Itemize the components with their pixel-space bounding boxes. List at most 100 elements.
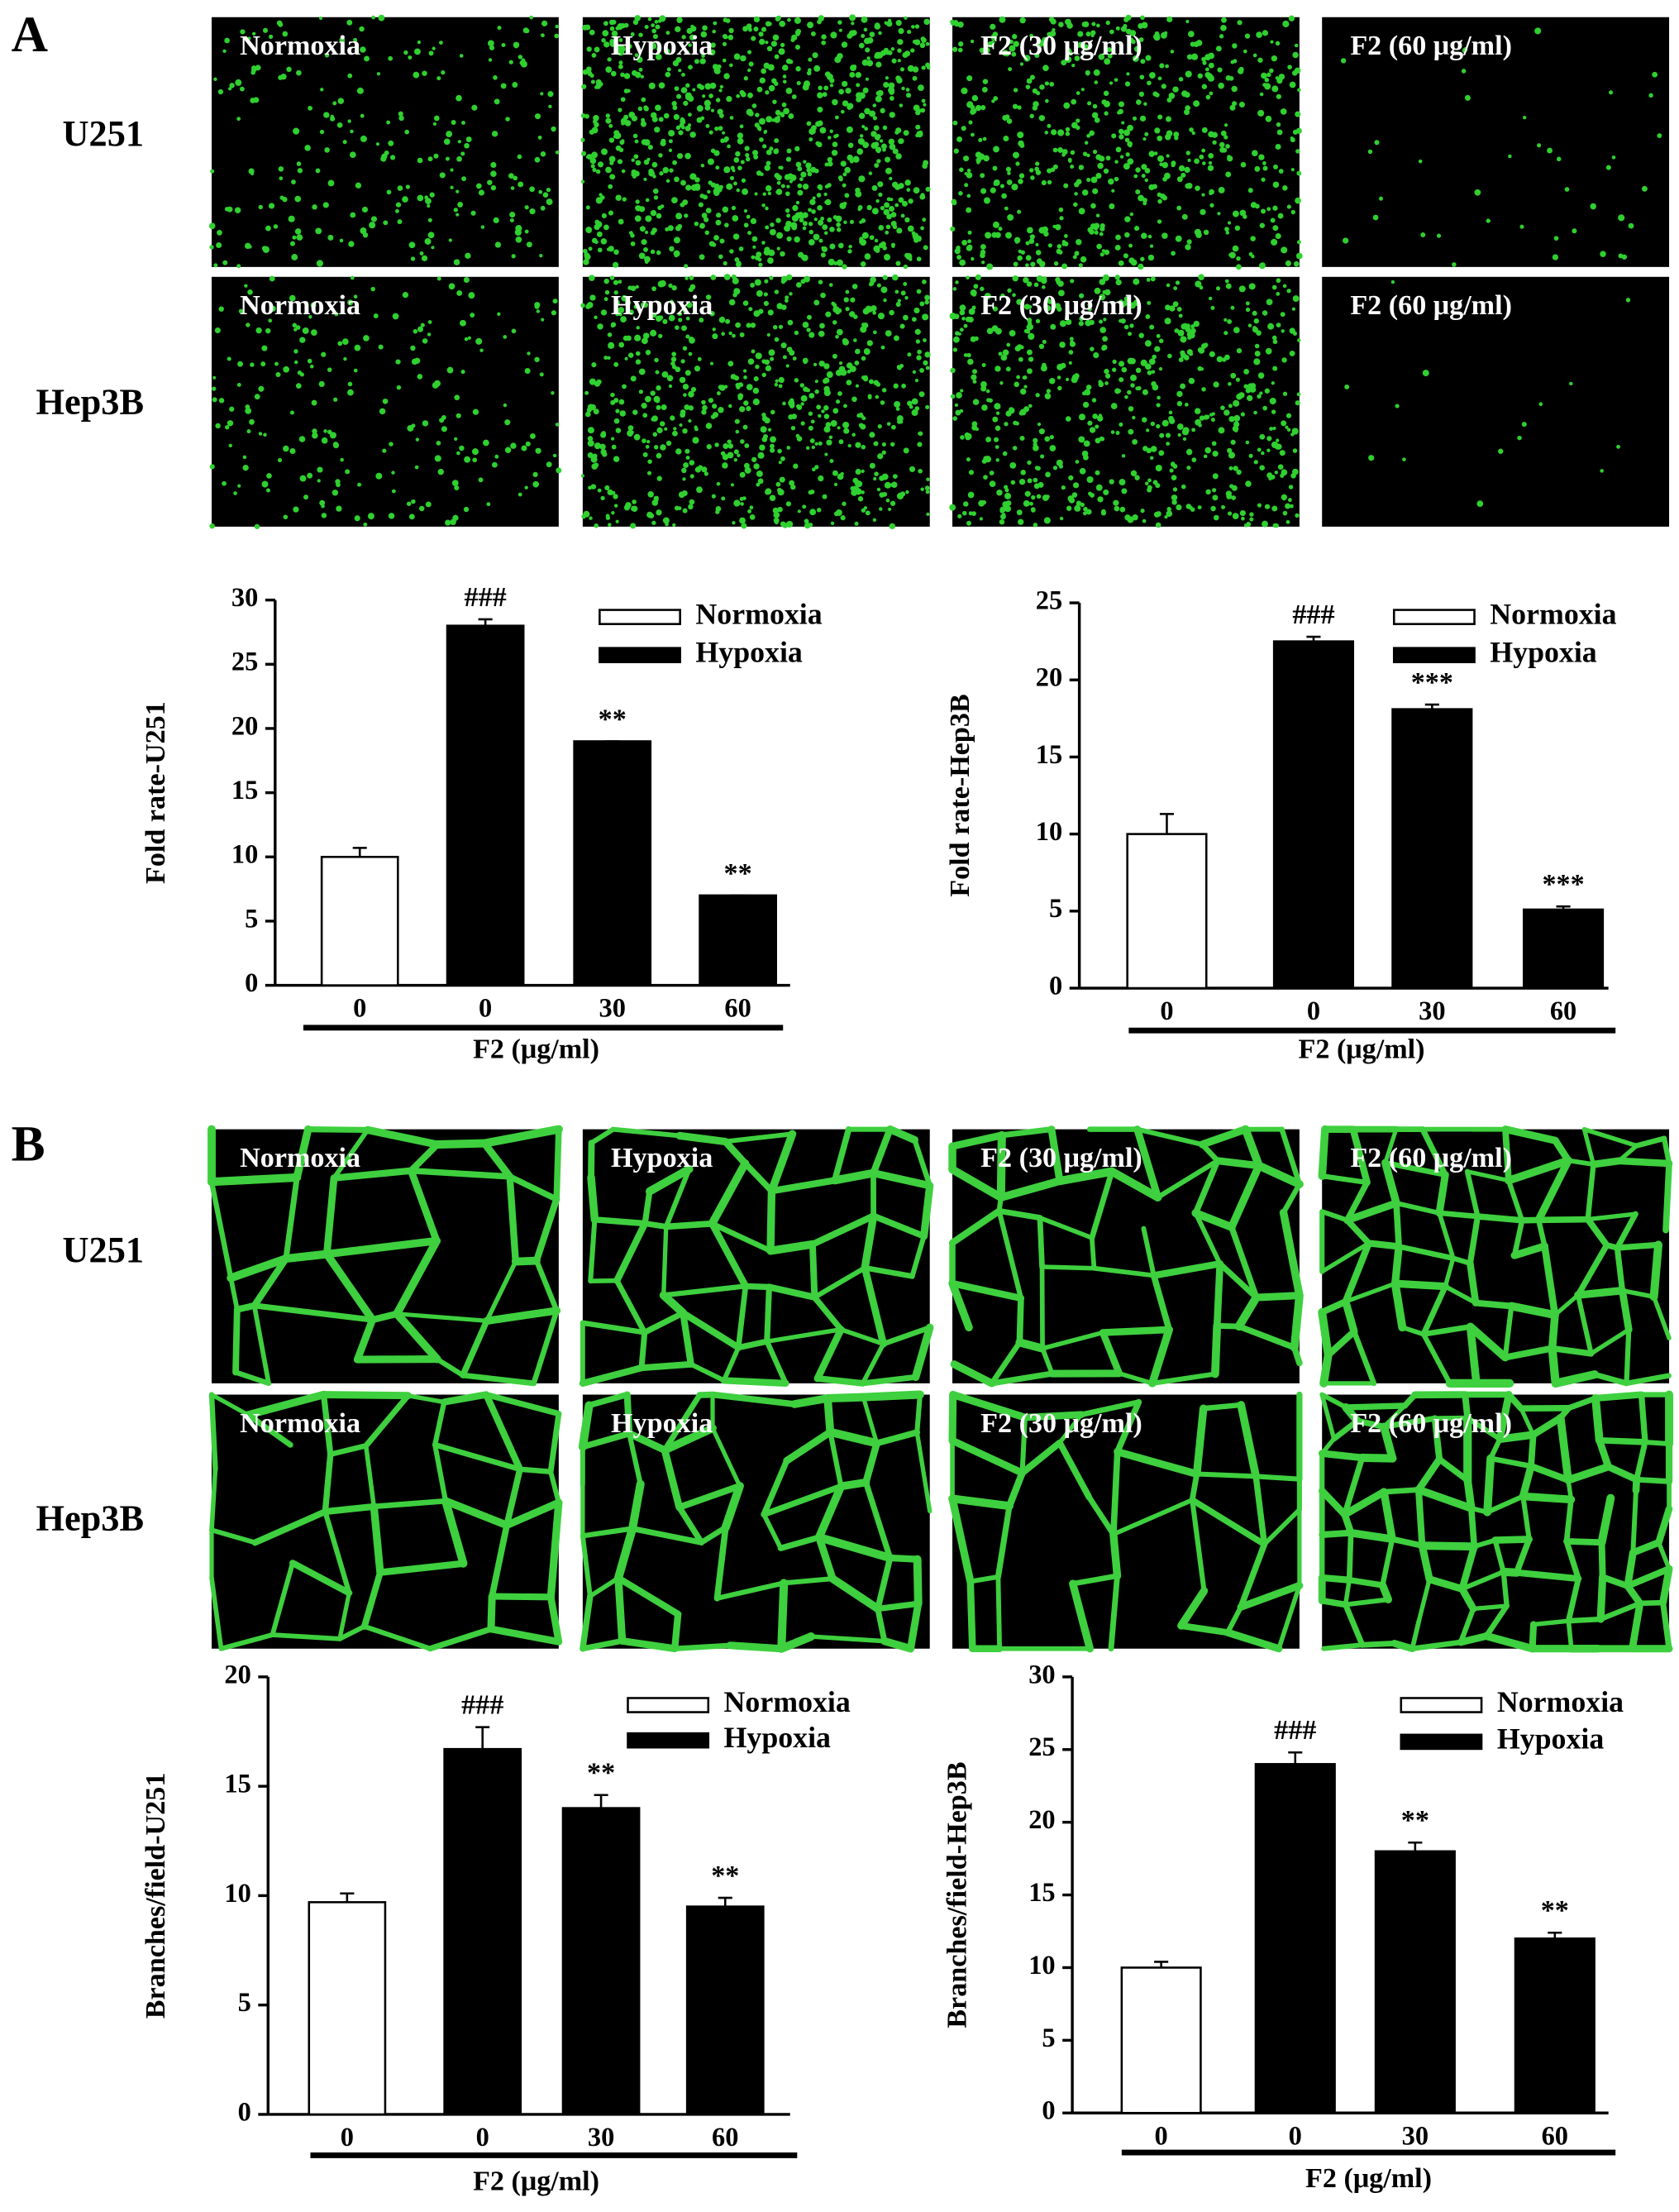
cell	[213, 77, 217, 81]
cell	[1259, 92, 1264, 97]
cell	[981, 86, 988, 93]
cell	[1605, 165, 1611, 170]
cell	[1208, 152, 1214, 159]
tube	[661, 1283, 749, 1298]
cell	[808, 393, 815, 399]
cell	[697, 356, 702, 361]
cell	[540, 205, 546, 211]
cell	[1138, 22, 1144, 29]
cell	[1297, 88, 1301, 92]
tube	[1457, 1632, 1491, 1646]
cell	[895, 260, 901, 266]
cell	[407, 424, 414, 432]
row-label: Hep3B	[36, 380, 144, 422]
cell	[1168, 418, 1176, 424]
cell	[1220, 130, 1227, 136]
cell	[828, 136, 832, 140]
tube	[766, 1283, 818, 1301]
cell	[532, 480, 539, 488]
cell	[740, 502, 744, 506]
cell	[1243, 49, 1247, 54]
cell	[1261, 451, 1265, 456]
cell	[967, 491, 975, 499]
cell	[315, 227, 322, 235]
cell	[1166, 506, 1171, 512]
tube	[591, 1216, 648, 1227]
cell	[804, 522, 811, 529]
bar	[573, 740, 652, 987]
tube	[1649, 1240, 1663, 1302]
cell	[861, 218, 866, 223]
tube	[838, 1326, 886, 1346]
cell	[1264, 388, 1270, 394]
cell	[310, 302, 317, 308]
cell	[1462, 47, 1468, 52]
cell	[1087, 101, 1092, 106]
tube	[1629, 1539, 1662, 1556]
cell	[436, 76, 441, 81]
cell	[890, 198, 894, 202]
cell	[985, 437, 991, 442]
cell	[615, 408, 620, 413]
cell	[1285, 519, 1290, 524]
cell	[983, 475, 988, 480]
cell	[761, 68, 766, 74]
cell	[775, 379, 779, 383]
cell	[1057, 129, 1065, 136]
tube	[580, 1320, 647, 1335]
cell	[780, 42, 785, 48]
cell	[279, 195, 284, 200]
cell	[911, 317, 917, 322]
cell	[1020, 250, 1026, 255]
cell	[1071, 492, 1078, 498]
cell	[618, 307, 625, 313]
cell	[413, 328, 418, 334]
cell	[1252, 310, 1257, 316]
cell	[888, 138, 895, 146]
cell	[1111, 367, 1117, 372]
cell	[956, 255, 962, 260]
tube	[1099, 1326, 1173, 1336]
cell	[1249, 512, 1254, 517]
tube	[1585, 1161, 1596, 1222]
cell	[1023, 328, 1028, 333]
cell	[476, 183, 482, 189]
cell	[861, 124, 866, 129]
cell	[811, 445, 816, 450]
cell	[1056, 459, 1063, 466]
cell	[1186, 54, 1193, 60]
y-tick-label: 5	[1049, 894, 1062, 924]
cell	[312, 432, 318, 439]
cell	[1058, 289, 1065, 297]
cell	[1340, 58, 1347, 64]
cell	[1260, 262, 1266, 268]
cell	[1537, 143, 1542, 148]
cell	[785, 274, 793, 281]
tube	[503, 1465, 523, 1529]
cell	[873, 141, 880, 147]
cell	[1436, 233, 1442, 238]
cell	[486, 502, 491, 507]
cell	[308, 105, 312, 111]
tube	[511, 1256, 541, 1266]
cell	[1209, 91, 1214, 96]
cell	[439, 41, 443, 45]
tube	[1596, 1436, 1648, 1445]
cell	[1058, 21, 1064, 28]
cell	[738, 406, 746, 413]
cell	[601, 213, 607, 218]
cell	[821, 34, 827, 40]
cell	[1138, 194, 1144, 202]
cell	[330, 114, 335, 119]
cell	[901, 86, 905, 91]
cell	[597, 247, 603, 253]
y-tick-label: 20	[224, 1660, 250, 1689]
tube	[996, 1130, 1006, 1202]
cell	[675, 213, 683, 220]
cell	[992, 416, 999, 423]
cell	[658, 117, 664, 122]
tube	[360, 1569, 384, 1630]
cell	[834, 115, 839, 120]
cell	[680, 117, 684, 122]
cell	[217, 88, 224, 95]
